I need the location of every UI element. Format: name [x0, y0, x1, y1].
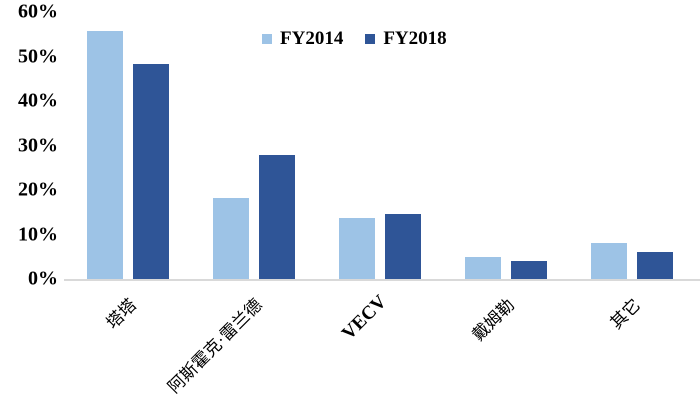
x-axis-line — [64, 279, 700, 281]
legend: FY2014 FY2018 — [262, 28, 469, 50]
y-tick-label: 60% — [18, 0, 58, 23]
x-tick-label: VECV — [337, 291, 391, 345]
bar-fy2018 — [133, 64, 169, 279]
legend-label-fy2014: FY2014 — [280, 28, 344, 49]
bar-fy2014 — [87, 31, 123, 279]
legend-swatch-fy2018 — [365, 34, 376, 44]
y-tick-label: 20% — [18, 178, 58, 201]
legend-swatch-fy2014 — [262, 34, 272, 44]
x-tick-label: 戴姆勒 — [468, 295, 519, 345]
legend-item-fy2018: FY2018 — [365, 28, 447, 50]
legend-label-fy2018: FY2018 — [383, 28, 447, 49]
bar-fy2014 — [591, 242, 627, 279]
x-tick-label: 塔塔 — [102, 295, 141, 333]
y-tick-label: 40% — [18, 89, 58, 112]
x-tick-label: 阿斯霍克·雷兰德 — [164, 295, 266, 397]
bar-fy2014 — [465, 257, 501, 279]
bar-fy2014 — [213, 198, 249, 279]
y-tick-label: 50% — [18, 45, 58, 67]
y-tick-label: 0% — [28, 267, 58, 290]
bar-fy2014 — [339, 218, 375, 279]
bar-fy2018 — [259, 154, 295, 279]
x-tick-label: 其它 — [606, 295, 645, 333]
y-tick-label: 30% — [18, 134, 58, 156]
bar-fy2018 — [385, 214, 421, 279]
bar-fy2018 — [511, 261, 547, 279]
y-tick-label: 10% — [18, 223, 58, 245]
legend-item-fy2014: FY2014 — [262, 28, 343, 50]
bar-fy2018 — [637, 251, 673, 279]
